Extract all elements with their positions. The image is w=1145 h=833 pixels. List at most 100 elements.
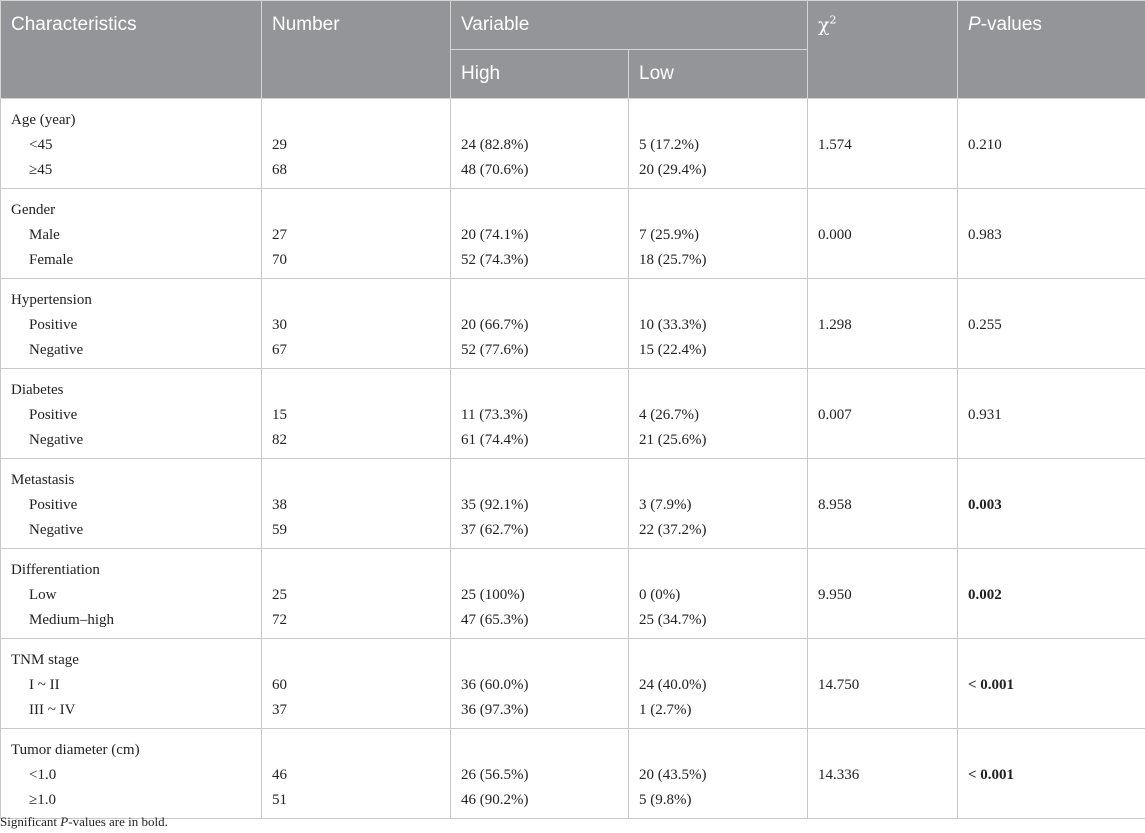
spacer	[968, 198, 1135, 223]
table-row: Hypertension Positive Negative 30 67 20 (66.7…	[0, 278, 1145, 369]
header-chi-square: χ2	[807, 0, 958, 99]
cell-p-value: 0.002	[957, 548, 1145, 639]
number-value: 51	[272, 792, 287, 808]
spacer	[818, 198, 947, 223]
low-value: 15 (22.4%)	[639, 342, 707, 358]
spacer	[968, 108, 1135, 133]
number-value: 27	[272, 227, 287, 243]
spacer	[968, 468, 1135, 493]
number-value: 30	[272, 317, 287, 333]
spacer	[461, 558, 618, 583]
p-value: 0.002	[968, 587, 1002, 603]
table-row: TNM stage I ~ II III ~ IV 60 37 36 (60.0%) 36 …	[0, 638, 1145, 729]
number-value: 37	[272, 702, 287, 718]
group-title: Diabetes	[11, 382, 64, 398]
high-value: 46 (90.2%)	[461, 792, 529, 808]
header-variable: Variable	[450, 0, 808, 50]
p-values-rest: -values	[980, 14, 1042, 35]
footnote-rest: -values are in bold.	[68, 814, 168, 829]
low-value: 0 (0%)	[639, 587, 681, 603]
cell-chi-square: 0.007	[807, 368, 958, 459]
cell-low: 7 (25.9%) 18 (25.7%)	[628, 188, 808, 279]
high-value: 25 (100%)	[461, 587, 525, 603]
high-value: 52 (77.6%)	[461, 342, 529, 358]
spacer	[461, 198, 618, 223]
group-title: TNM stage	[11, 652, 79, 668]
cell-p-value: < 0.001	[957, 728, 1145, 819]
cell-number: 38 59	[261, 458, 451, 549]
spacer	[968, 288, 1135, 313]
table-row: Diabetes Positive Negative 15 82 11 (73.3%) 61…	[0, 368, 1145, 459]
table-row: Metastasis Positive Negative 38 59 35 (92.1%)…	[0, 458, 1145, 549]
low-value: 20 (43.5%)	[639, 767, 707, 783]
spacer	[968, 738, 1135, 763]
number-value: 29	[272, 137, 287, 153]
spacer	[818, 378, 947, 403]
row-label: Positive	[29, 407, 78, 423]
low-value: 20 (29.4%)	[639, 162, 707, 178]
table-body: Age (year) <45 ≥45 29 68 24 (82.8%) 48 (70.6%)…	[0, 98, 1145, 819]
low-value: 3 (7.9%)	[639, 497, 692, 513]
low-value: 5 (9.8%)	[639, 792, 692, 808]
spacer	[272, 378, 440, 403]
cell-chi-square: 14.336	[807, 728, 958, 819]
row-label: ≥45	[29, 162, 53, 178]
cell-number: 29 68	[261, 98, 451, 189]
number-value: 46	[272, 767, 287, 783]
header-low: Low	[628, 49, 808, 99]
high-value: 36 (97.3%)	[461, 702, 529, 718]
cell-number: 15 82	[261, 368, 451, 459]
spacer	[272, 108, 440, 133]
cell-high: 35 (92.1%) 37 (62.7%)	[450, 458, 629, 549]
group-title: Gender	[11, 202, 56, 218]
row-label: I ~ II	[29, 677, 60, 693]
chi-symbol: χ	[818, 14, 830, 37]
spacer	[639, 108, 797, 133]
number-value: 38	[272, 497, 287, 513]
high-value: 52 (74.3%)	[461, 252, 529, 268]
number-value: 72	[272, 612, 287, 628]
table-row: Age (year) <45 ≥45 29 68 24 (82.8%) 48 (70.6%)…	[0, 98, 1145, 189]
cell-chi-square: 8.958	[807, 458, 958, 549]
low-value: 4 (26.7%)	[639, 407, 699, 423]
spacer	[968, 648, 1135, 673]
cell-number: 60 37	[261, 638, 451, 729]
number-value: 15	[272, 407, 287, 423]
low-value: 21 (25.6%)	[639, 432, 707, 448]
cell-characteristic: Gender Male Female	[0, 188, 262, 279]
cell-low: 0 (0%) 25 (34.7%)	[628, 548, 808, 639]
cell-p-value: 0.983	[957, 188, 1145, 279]
spacer	[968, 558, 1135, 583]
table-header: Characteristics Number Variable χ2 P-val…	[0, 0, 1145, 99]
cell-chi-square: 9.950	[807, 548, 958, 639]
cell-characteristic: TNM stage I ~ II III ~ IV	[0, 638, 262, 729]
footnote-p: P	[60, 814, 69, 829]
chi-value: 14.336	[818, 767, 860, 783]
spacer	[272, 198, 440, 223]
spacer	[272, 648, 440, 673]
footnote: Significant P-values are in bold.	[0, 814, 168, 830]
chi-value: 8.958	[818, 497, 852, 513]
group-title: Differentiation	[11, 562, 100, 578]
cell-high: 25 (100%) 47 (65.3%)	[450, 548, 629, 639]
number-value: 60	[272, 677, 287, 693]
row-label: Low	[29, 587, 57, 603]
cell-high: 26 (56.5%) 46 (90.2%)	[450, 728, 629, 819]
number-value: 68	[272, 162, 287, 178]
spacer	[461, 108, 618, 133]
row-label: Male	[29, 227, 60, 243]
spacer	[818, 468, 947, 493]
group-title: Tumor diameter (cm)	[11, 742, 140, 758]
cell-p-value: 0.255	[957, 278, 1145, 369]
cell-low: 24 (40.0%) 1 (2.7%)	[628, 638, 808, 729]
cell-p-value: 0.931	[957, 368, 1145, 459]
p-value: 0.255	[968, 317, 1002, 333]
table-row: Gender Male Female 27 70 20 (74.1%) 52 (74.3%)…	[0, 188, 1145, 279]
row-label: Negative	[29, 432, 84, 448]
cell-chi-square: 0.000	[807, 188, 958, 279]
cell-low: 10 (33.3%) 15 (22.4%)	[628, 278, 808, 369]
chi-value: 0.007	[818, 407, 852, 423]
row-label: ≥1.0	[29, 792, 56, 808]
chi-value: 1.574	[818, 137, 852, 153]
low-value: 18 (25.7%)	[639, 252, 707, 268]
